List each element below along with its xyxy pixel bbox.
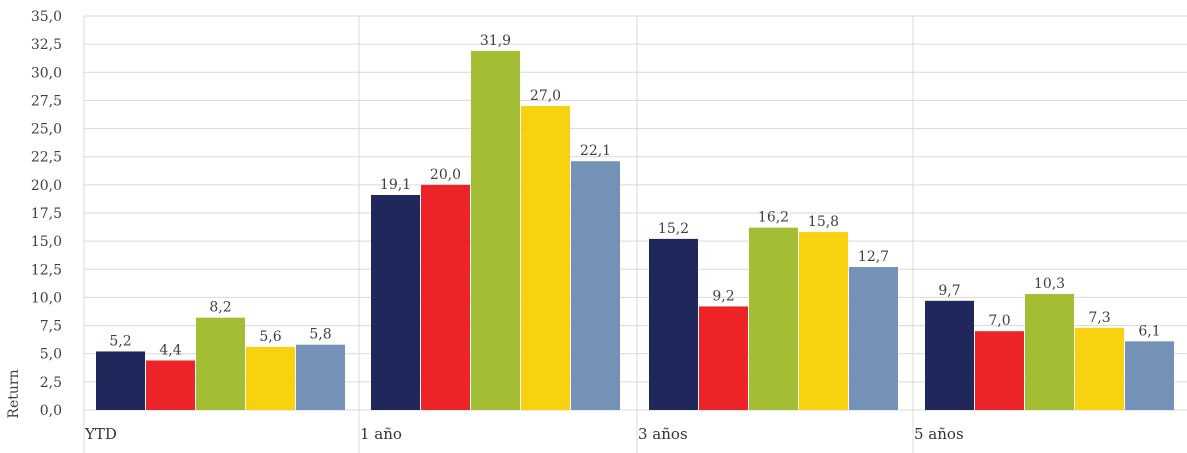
bar <box>925 300 974 410</box>
bar <box>96 351 145 410</box>
y-tick-label: 2,5 <box>40 375 62 391</box>
y-tick-label: 17,5 <box>31 206 62 222</box>
data-label: 20,0 <box>430 167 461 183</box>
y-tick-label: 5,0 <box>40 347 62 363</box>
data-label: 7,0 <box>988 313 1010 329</box>
y-tick-label: 22,5 <box>31 150 62 166</box>
y-tick-label: 20,0 <box>31 178 62 194</box>
y-tick-label: 27,5 <box>31 93 62 109</box>
category-label: 5 años <box>914 425 964 443</box>
data-labels: 5,2 4,4 8,2 5,6 5,8 19,1 20,0 31,9 27,0 22,1 15,2 9… <box>109 33 1160 359</box>
data-label: 4,4 <box>159 342 181 358</box>
data-label: 31,9 <box>480 33 511 49</box>
bar <box>196 317 245 410</box>
data-label: 5,8 <box>309 327 331 343</box>
bar <box>975 331 1024 410</box>
bar <box>699 306 748 410</box>
data-label: 15,8 <box>808 214 839 230</box>
y-tick-label: 15,0 <box>31 234 62 250</box>
data-label: 12,7 <box>858 249 889 265</box>
data-label: 15,2 <box>658 221 689 237</box>
y-tick-label: 12,5 <box>31 262 62 278</box>
y-axis-title: Return <box>6 369 22 418</box>
bar <box>571 161 620 410</box>
bar <box>649 238 698 410</box>
data-label: 10,3 <box>1034 276 1065 292</box>
category-label: 3 años <box>638 425 688 443</box>
data-label: 9,7 <box>938 283 960 299</box>
data-label: 9,2 <box>712 288 734 304</box>
data-label: 5,2 <box>109 333 131 349</box>
data-label: 7,3 <box>1088 310 1110 326</box>
data-label: 8,2 <box>209 300 231 316</box>
bar <box>1125 341 1174 410</box>
data-label: 6,1 <box>1138 323 1160 339</box>
y-tick-label: 0,0 <box>40 403 62 419</box>
data-label: 5,6 <box>259 329 281 345</box>
y-tick-label: 10,0 <box>31 290 62 306</box>
bar <box>521 106 570 411</box>
bar <box>749 227 798 410</box>
gridlines <box>83 15 1187 453</box>
data-label: 22,1 <box>580 143 611 159</box>
data-label: 19,1 <box>380 177 411 193</box>
bar <box>246 346 295 410</box>
bar <box>421 184 470 410</box>
bar <box>296 344 345 410</box>
y-tick-label: 7,5 <box>40 319 62 335</box>
bar <box>1075 327 1124 410</box>
bar <box>146 360 195 410</box>
category-label: 1 año <box>360 425 402 443</box>
bar <box>371 194 420 410</box>
bar <box>1025 294 1074 410</box>
y-tick-label: 30,0 <box>31 65 62 81</box>
bar-series <box>96 50 1174 411</box>
bar <box>799 232 848 410</box>
category-label: YTD <box>84 425 117 443</box>
y-axis-tick-labels: 0,0 2,5 5,0 7,5 10,0 12,5 15,0 17,5 20,0 22,5 25,0… <box>31 9 62 419</box>
category-labels: YTD 1 año 3 años 5 años <box>84 425 964 443</box>
y-tick-label: 35,0 <box>31 9 62 25</box>
data-label: 16,2 <box>758 210 789 226</box>
data-label: 27,0 <box>530 88 561 104</box>
y-tick-label: 25,0 <box>31 122 62 138</box>
y-tick-label: 32,5 <box>31 37 62 53</box>
bar <box>471 50 520 410</box>
bar <box>849 267 898 410</box>
